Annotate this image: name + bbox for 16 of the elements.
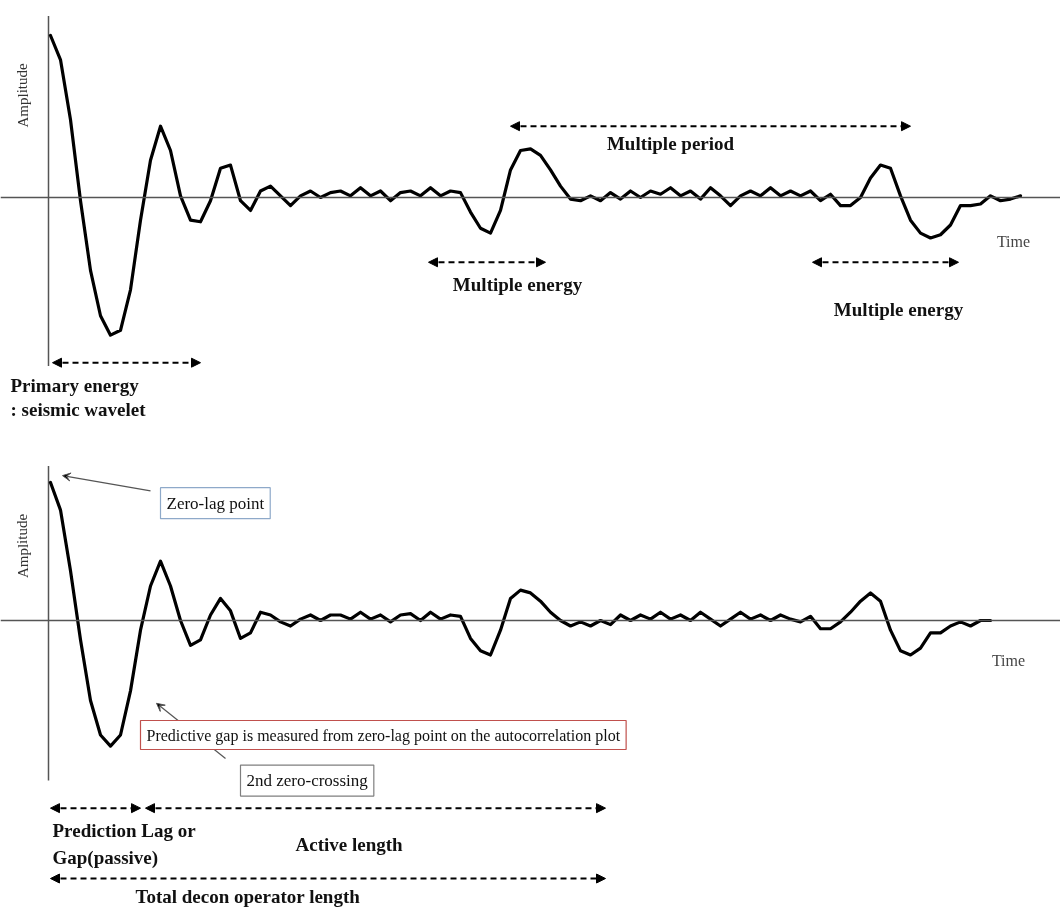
text: Prediction Lag or	[52, 819, 197, 841]
annotation: Multiple period	[606, 132, 735, 154]
y-axis-title: Amplitude	[14, 63, 31, 128]
annotation: Zero-lag point	[166, 493, 265, 513]
annotation: Multiple energy	[833, 298, 964, 320]
y-axis-title: Amplitude	[14, 513, 31, 579]
text: Primary energy	[10, 374, 140, 396]
text: : seismic wavelet	[10, 399, 147, 421]
text: Active length	[295, 833, 404, 855]
x-axis-title: Time	[991, 652, 1026, 670]
text: 2nd zero-crossing	[246, 771, 369, 791]
x-axis-title: Time	[996, 232, 1031, 250]
text: Gap(passive)	[52, 847, 159, 870]
annotation: Multiple energy	[452, 274, 583, 296]
text: Total decon operator length	[135, 885, 361, 907]
annotation: Predictive gap is measured from zero-lag point on the autocorrelation plot	[146, 726, 621, 745]
